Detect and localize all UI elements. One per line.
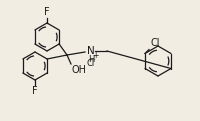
Text: ⁻: ⁻ xyxy=(92,58,95,64)
Text: F: F xyxy=(44,7,50,17)
Text: F: F xyxy=(32,86,38,96)
Text: Cl: Cl xyxy=(150,38,160,49)
Text: +: + xyxy=(92,51,99,60)
Text: H: H xyxy=(88,55,94,64)
Text: N: N xyxy=(87,46,95,56)
Text: OH: OH xyxy=(71,65,86,75)
Text: Cl: Cl xyxy=(86,59,95,68)
